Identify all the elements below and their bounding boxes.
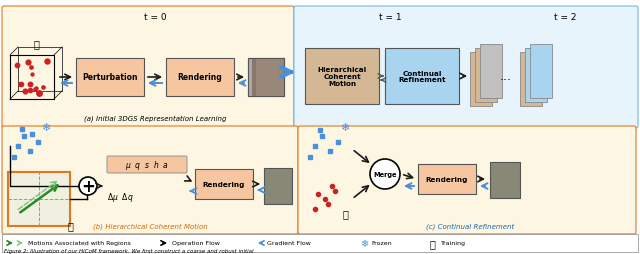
- FancyBboxPatch shape: [385, 49, 459, 105]
- Text: (a) Initial 3DGS Representation Learning: (a) Initial 3DGS Representation Learning: [84, 115, 227, 121]
- Text: t = 1: t = 1: [379, 13, 401, 22]
- FancyBboxPatch shape: [252, 59, 284, 97]
- FancyBboxPatch shape: [305, 49, 379, 105]
- Text: 🔥: 🔥: [67, 220, 73, 230]
- Text: Merge: Merge: [373, 171, 397, 177]
- Text: t = 2: t = 2: [554, 13, 576, 22]
- Text: t = 0: t = 0: [144, 13, 166, 22]
- FancyBboxPatch shape: [256, 59, 284, 97]
- Text: 🔥: 🔥: [33, 39, 39, 49]
- FancyBboxPatch shape: [470, 53, 492, 107]
- FancyBboxPatch shape: [166, 59, 234, 97]
- Text: ❄: ❄: [360, 238, 368, 248]
- Text: 🔥: 🔥: [430, 238, 436, 248]
- Text: Training: Training: [441, 241, 466, 246]
- Text: (b) Hierarchical Coherent Motion: (b) Hierarchical Coherent Motion: [93, 223, 207, 229]
- FancyBboxPatch shape: [480, 45, 502, 99]
- FancyBboxPatch shape: [294, 7, 638, 129]
- FancyBboxPatch shape: [2, 126, 298, 234]
- Text: +: +: [81, 177, 95, 195]
- FancyBboxPatch shape: [2, 234, 638, 252]
- FancyBboxPatch shape: [264, 168, 292, 204]
- Text: Rendering: Rendering: [178, 73, 222, 82]
- FancyBboxPatch shape: [195, 169, 253, 199]
- Text: Gradient Flow: Gradient Flow: [267, 241, 311, 246]
- Text: (c) Continual Refinement: (c) Continual Refinement: [426, 223, 514, 229]
- FancyBboxPatch shape: [520, 53, 542, 107]
- FancyBboxPatch shape: [248, 59, 284, 97]
- FancyBboxPatch shape: [475, 49, 497, 103]
- Circle shape: [370, 159, 400, 189]
- Text: Continual
Refinement: Continual Refinement: [398, 70, 445, 83]
- Text: ❄: ❄: [340, 122, 349, 133]
- FancyBboxPatch shape: [418, 164, 476, 194]
- Text: Rendering: Rendering: [203, 181, 245, 187]
- Text: 🔥: 🔥: [342, 208, 348, 218]
- Text: Motions Associated with Regions: Motions Associated with Regions: [28, 241, 131, 246]
- FancyBboxPatch shape: [76, 59, 144, 97]
- FancyBboxPatch shape: [530, 45, 552, 99]
- Text: Hierarchical
Coherent
Motion: Hierarchical Coherent Motion: [317, 67, 367, 87]
- Text: Frozen: Frozen: [371, 241, 392, 246]
- Circle shape: [79, 177, 97, 195]
- FancyBboxPatch shape: [298, 126, 636, 234]
- Text: ...: ...: [500, 70, 512, 83]
- Text: Perturbation: Perturbation: [83, 73, 138, 82]
- Text: Operation Flow: Operation Flow: [172, 241, 220, 246]
- FancyBboxPatch shape: [107, 156, 187, 173]
- FancyBboxPatch shape: [2, 7, 294, 129]
- FancyBboxPatch shape: [490, 162, 520, 198]
- FancyBboxPatch shape: [8, 172, 70, 226]
- Text: Figure 2: Illustration of our HiCoM framework. We first construct a coarse and r: Figure 2: Illustration of our HiCoM fram…: [4, 248, 253, 253]
- Text: ❄: ❄: [42, 122, 51, 133]
- FancyBboxPatch shape: [525, 49, 547, 103]
- Text: $\Delta\mu$  $\Delta q$: $\Delta\mu$ $\Delta q$: [107, 190, 133, 203]
- Text: Rendering: Rendering: [426, 176, 468, 182]
- Text: $\mu$  $q$  $s$  $h$  $a$: $\mu$ $q$ $s$ $h$ $a$: [125, 158, 169, 171]
- FancyBboxPatch shape: [248, 59, 284, 97]
